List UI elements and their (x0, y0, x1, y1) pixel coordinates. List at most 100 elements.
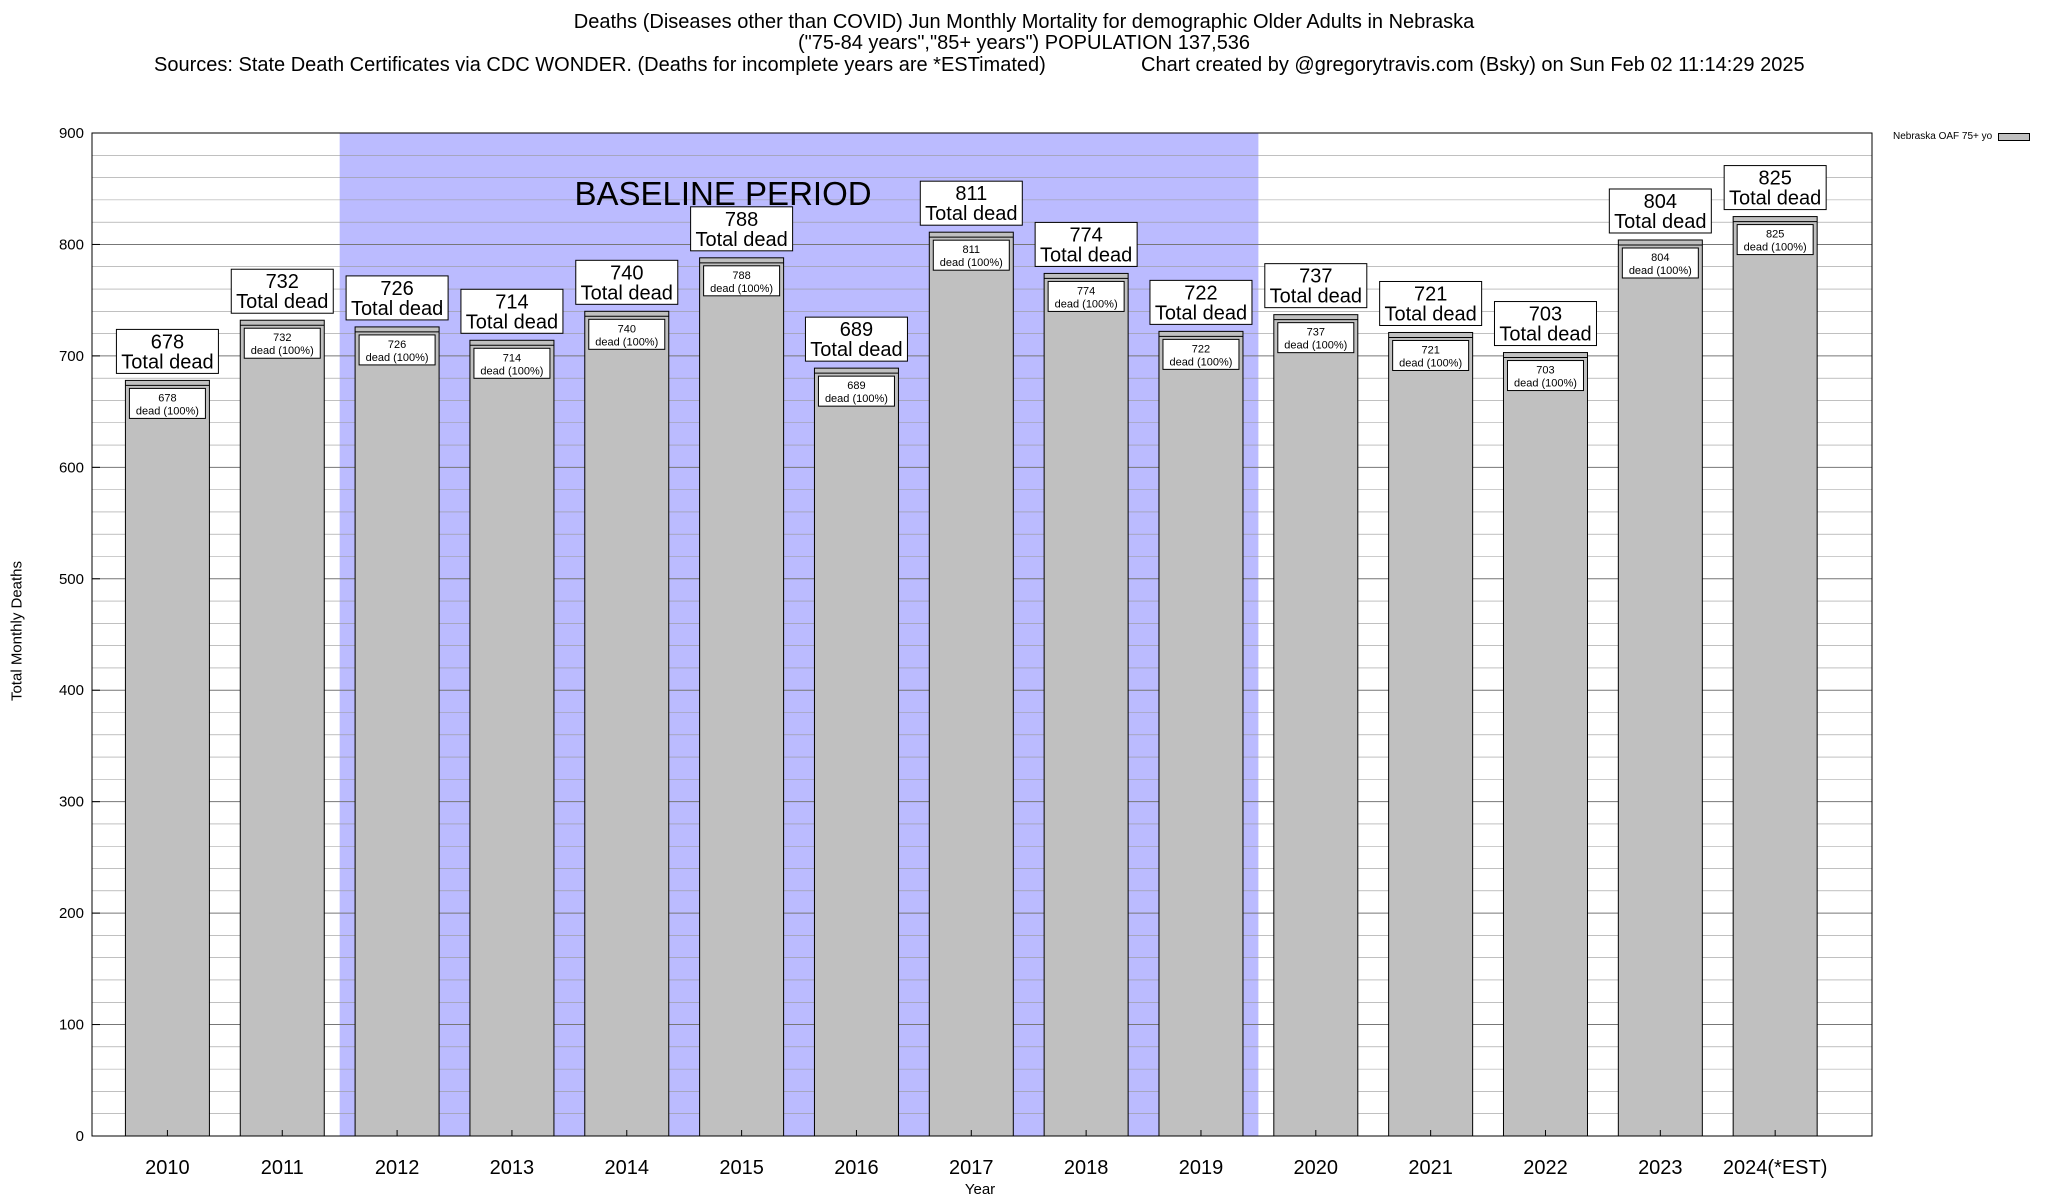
baseline-label: BASELINE PERIOD (574, 175, 871, 212)
total-label-box (345, 275, 449, 321)
inner-pct-label: dead (100%) (136, 405, 199, 417)
y-tick-label: 600 (59, 459, 84, 476)
inner-pct-label: dead (100%) (251, 345, 314, 357)
inner-label-box (1047, 280, 1125, 312)
inner-value-label: 740 (618, 323, 636, 335)
inner-pct-label: dead (100%) (480, 365, 543, 377)
total-label-box (1493, 301, 1597, 347)
inner-pct-label: dead (100%) (595, 336, 658, 348)
inner-value-label: 703 (1536, 365, 1554, 377)
inner-label-box (473, 347, 551, 379)
bar (1617, 239, 1703, 1137)
inner-label-box (1736, 224, 1814, 256)
inner-pct-label: dead (100%) (1055, 298, 1118, 310)
inner-value-label: 722 (1192, 343, 1210, 355)
inner-value-label: 714 (503, 352, 521, 364)
bar (699, 257, 785, 1137)
x-tick-label: 2023 (1638, 1157, 1683, 1179)
inner-pct-label: dead (100%) (710, 283, 773, 295)
total-dead-label: Total dead (1729, 188, 1821, 210)
inner-pct-label: dead (100%) (1514, 378, 1577, 390)
bar (584, 310, 670, 1137)
total-label-box (115, 328, 219, 374)
inner-pct-label: dead (100%) (825, 393, 888, 405)
x-tick-label: 2022 (1523, 1157, 1568, 1179)
total-value-label: 740 (610, 262, 643, 284)
inner-value-label: 721 (1421, 344, 1439, 356)
bar (1502, 352, 1588, 1137)
total-label-box (230, 268, 334, 314)
total-label-box (1264, 263, 1368, 309)
inner-label-box (243, 327, 321, 359)
total-dead-label: Total dead (121, 351, 213, 373)
y-tick-label: 400 (59, 682, 84, 699)
bar (1388, 331, 1474, 1137)
y-tick-label: 900 (59, 125, 84, 142)
total-dead-label: Total dead (236, 291, 328, 313)
total-value-label: 825 (1758, 168, 1791, 190)
inner-value-label: 804 (1651, 252, 1669, 264)
total-dead-label: Total dead (1270, 286, 1362, 308)
inner-value-label: 811 (963, 244, 981, 256)
bar (1732, 216, 1818, 1137)
total-label-box (919, 180, 1023, 226)
x-tick-label: 2010 (145, 1157, 190, 1179)
inner-label-box (932, 239, 1010, 271)
inner-pct-label: dead (100%) (1629, 265, 1692, 277)
sources-text: Sources: State Death Certificates via CD… (154, 54, 1046, 76)
credit-text: Chart created by @gregorytravis.com (Bsk… (1141, 54, 1805, 76)
bar (239, 319, 325, 1137)
inner-pct-label: dead (100%) (1284, 340, 1347, 352)
y-tick-label: 200 (59, 905, 84, 922)
y-tick-label: 300 (59, 794, 84, 811)
total-value-label: 722 (1184, 282, 1217, 304)
legend: Nebraska OAF 75+ yo (1893, 131, 2031, 142)
inner-label-box (703, 265, 781, 297)
total-dead-label: Total dead (351, 298, 443, 320)
bar (813, 367, 899, 1137)
total-value-label: 737 (1299, 266, 1332, 288)
total-dead-label: Total dead (1499, 324, 1591, 346)
total-dead-label: Total dead (1040, 244, 1132, 266)
total-label-box (1608, 188, 1712, 234)
total-value-label: 804 (1644, 191, 1677, 213)
inner-label-box (1162, 338, 1240, 370)
inner-pct-label: dead (100%) (1169, 356, 1232, 368)
x-tick-label: 2012 (375, 1157, 420, 1179)
total-label-box (1149, 279, 1253, 325)
inner-label-box (128, 387, 206, 419)
total-value-label: 678 (151, 331, 184, 353)
x-tick-label: 2014 (605, 1157, 650, 1179)
total-value-label: 703 (1529, 304, 1562, 326)
inner-label-box (1506, 360, 1584, 392)
title-line-2: ("75-84 years","85+ years") POPULATION 1… (797, 32, 1251, 54)
total-value-label: 726 (380, 278, 413, 300)
inner-label-box (588, 318, 666, 350)
x-tick-label: 2021 (1408, 1157, 1453, 1179)
total-label-box (575, 259, 679, 305)
x-tick-label: 2020 (1294, 1157, 1339, 1179)
inner-label-box (1621, 247, 1699, 279)
bar (469, 339, 555, 1137)
total-dead-label: Total dead (1155, 302, 1247, 324)
x-tick-label: 2019 (1179, 1157, 1224, 1179)
total-label-box (690, 206, 794, 252)
x-tick-label: 2013 (490, 1157, 535, 1179)
inner-value-label: 825 (1766, 229, 1784, 241)
total-label-box (460, 288, 564, 334)
inner-pct-label: dead (100%) (940, 257, 1003, 269)
x-tick-label: 2015 (719, 1157, 764, 1179)
inner-value-label: 737 (1307, 327, 1325, 339)
x-tick-label: 2024(*EST) (1723, 1157, 1828, 1179)
total-value-label: 721 (1414, 283, 1447, 305)
total-label-box (804, 316, 908, 362)
total-dead-label: Total dead (1384, 303, 1476, 325)
inner-value-label: 689 (847, 380, 865, 392)
y-tick-label: 800 (59, 236, 84, 253)
bar (1158, 330, 1244, 1137)
total-dead-label: Total dead (695, 229, 787, 251)
total-dead-label: Total dead (925, 203, 1017, 225)
total-value-label: 788 (725, 209, 758, 231)
inner-label-box (1277, 322, 1355, 354)
